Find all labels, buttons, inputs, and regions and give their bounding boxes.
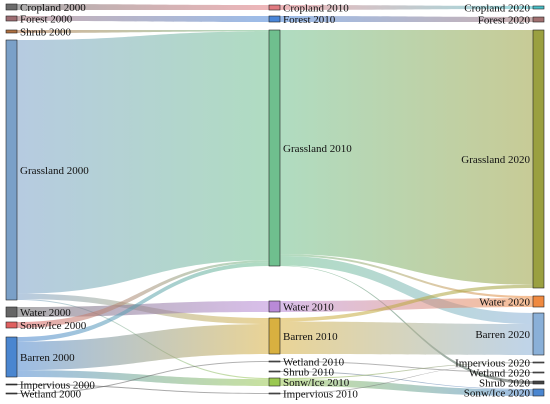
flow-wetland-2000-to-wetland-2010 xyxy=(17,361,269,394)
flow-cropland-2010-to-cropland-2020 xyxy=(280,5,533,10)
flow-sonw-ice-2000-to-grassland-2010 xyxy=(17,260,269,328)
label-sonw-ice-2000: Sonw/Ice 2000 xyxy=(20,320,87,332)
flow-forest-2010-to-forest-2020 xyxy=(280,16,533,22)
node-wetland-2010 xyxy=(268,360,281,363)
label-water-2010: Water 2010 xyxy=(283,302,334,314)
flow-cropland-2000-to-cropland-2010 xyxy=(17,4,269,10)
flow-barren-2000-to-sonw-ice-2010 xyxy=(17,370,269,386)
node-barren-2010 xyxy=(268,317,281,355)
label-cropland-2010: Cropland 2010 xyxy=(283,3,349,15)
node-forest-2020 xyxy=(532,16,545,23)
node-impervious-2020 xyxy=(532,361,545,364)
label-water-2020: Water 2020 xyxy=(479,297,530,309)
label-water-2000: Water 2000 xyxy=(20,307,71,319)
label-barren-2010: Barren 2010 xyxy=(283,331,338,343)
flow-grassland-2010-to-water-2020 xyxy=(280,254,533,299)
node-sonw-ice-2000 xyxy=(5,321,18,329)
label-cropland-2000: Cropland 2000 xyxy=(20,2,86,14)
label-barren-2020: Barren 2020 xyxy=(475,329,530,341)
node-barren-2020 xyxy=(532,312,545,356)
label-impervious-2000: Impervious 2000 xyxy=(20,380,95,392)
label-shrub-2020: Shrub 2020 xyxy=(479,378,531,390)
node-water-2010 xyxy=(268,300,281,313)
flow-impervious-2010-to-impervious-2020 xyxy=(280,362,533,394)
label-grassland-2010: Grassland 2010 xyxy=(283,143,352,155)
label-forest-2000: Forest 2000 xyxy=(20,14,73,26)
flow-grassland-2000-to-grassland-2010 xyxy=(17,31,269,294)
node-cropland-2010 xyxy=(268,4,281,11)
node-shrub-2010 xyxy=(268,370,281,373)
label-grassland-2000: Grassland 2000 xyxy=(20,165,89,177)
node-wetland-2000 xyxy=(5,392,18,395)
flow-shrub-2000-to-grassland-2010 xyxy=(17,30,269,33)
node-shrub-2000 xyxy=(5,29,18,34)
node-cropland-2000 xyxy=(5,3,18,11)
label-forest-2010: Forest 2010 xyxy=(283,14,336,26)
node-grassland-2020 xyxy=(532,29,545,289)
label-impervious-2010: Impervious 2010 xyxy=(283,389,358,401)
label-forest-2020: Forest 2020 xyxy=(478,15,531,27)
node-impervious-2010 xyxy=(268,392,281,395)
label-impervious-2020: Impervious 2020 xyxy=(455,358,530,370)
flow-water-2000-to-water-2010 xyxy=(17,301,269,317)
label-shrub-2010: Shrub 2010 xyxy=(283,367,335,379)
flow-impervious-2000-to-impervious-2010 xyxy=(17,384,269,394)
label-wetland-2020: Wetland 2020 xyxy=(469,368,531,380)
label-barren-2000: Barren 2000 xyxy=(20,352,75,364)
label-shrub-2000: Shrub 2000 xyxy=(20,27,72,39)
flow-wetland-2010-to-wetland-2020 xyxy=(280,361,533,373)
node-forest-2000 xyxy=(5,15,18,22)
sankey-links xyxy=(17,4,533,396)
flow-barren-2010-to-grassland-2020 xyxy=(280,284,533,322)
label-sonw-ice-2010: Sonw/Ice 2010 xyxy=(283,377,350,389)
node-water-2020 xyxy=(532,295,545,308)
flow-barren-2000-to-barren-2010 xyxy=(17,324,269,371)
node-water-2000 xyxy=(5,306,18,318)
node-sonw-ice-2020 xyxy=(532,388,545,397)
label-grassland-2020: Grassland 2020 xyxy=(461,154,530,166)
node-impervious-2000 xyxy=(5,383,18,386)
node-grassland-2010 xyxy=(268,29,281,267)
node-shrub-2020 xyxy=(532,380,545,385)
node-cropland-2020 xyxy=(532,5,545,10)
flow-grassland-2010-to-grassland-2020 xyxy=(280,30,533,285)
node-sonw-ice-2010 xyxy=(268,377,281,387)
flow-sonw-ice-2010-to-impervious-2020 xyxy=(280,362,533,380)
label-wetland-2000: Wetland 2000 xyxy=(20,389,82,401)
flow-barren-2010-to-barren-2020 xyxy=(280,321,533,355)
flow-barren-2000-to-grassland-2010 xyxy=(17,262,269,342)
flow-forest-2000-to-forest-2010 xyxy=(17,16,269,22)
node-wetland-2020 xyxy=(532,371,545,374)
sankey-nodes xyxy=(5,3,545,397)
flow-shrub-2010-to-sonw-ice-2020 xyxy=(280,371,533,390)
label-cropland-2020: Cropland 2020 xyxy=(464,3,530,15)
node-grassland-2000 xyxy=(5,39,18,301)
node-barren-2000 xyxy=(5,336,18,378)
node-forest-2010 xyxy=(268,15,281,23)
flow-sonw-ice-2010-to-sonw-ice-2020 xyxy=(280,379,533,396)
flow-water-2010-to-water-2020 xyxy=(280,298,533,312)
label-wetland-2010: Wetland 2010 xyxy=(283,357,345,369)
label-sonw-ice-2020: Sonw/Ice 2020 xyxy=(464,388,531,400)
